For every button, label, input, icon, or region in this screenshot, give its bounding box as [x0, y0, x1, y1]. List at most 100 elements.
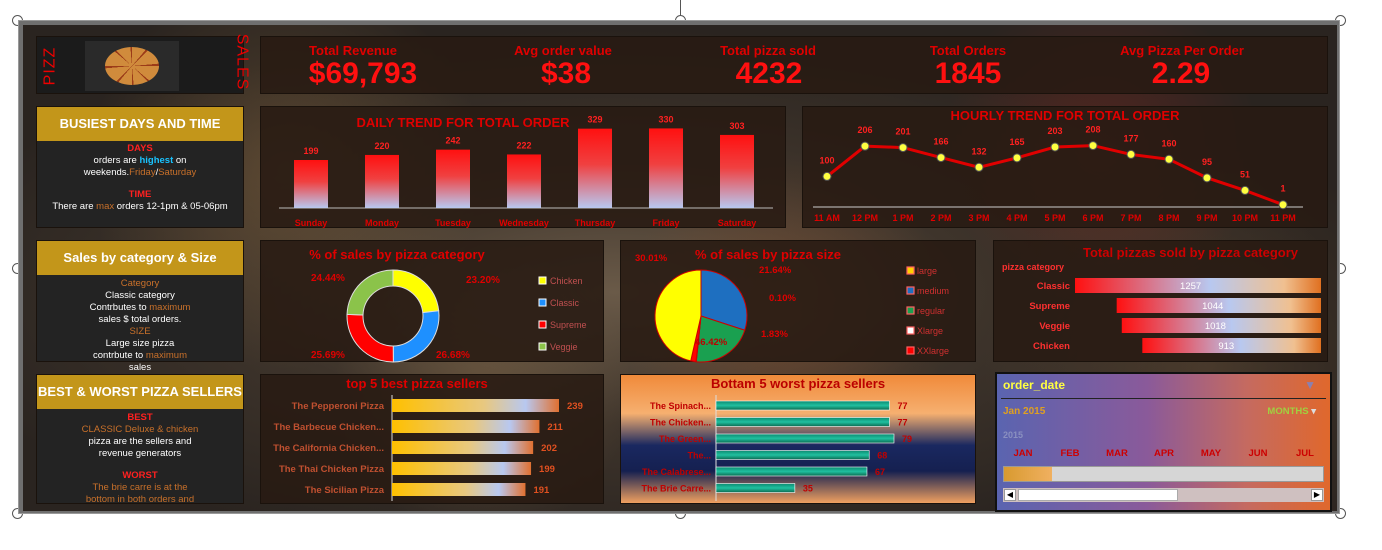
top5-value: 239: [567, 401, 583, 412]
size-legend-swatch: [906, 286, 915, 295]
category-pie-panel: % of sales by pizza category 23.20% Chick…: [260, 240, 604, 363]
daily-data-label: 199: [303, 146, 318, 156]
bottom5-panel: Bottam 5 worst pizza sellers 77 The Spina…: [620, 374, 976, 504]
hourly-tick-label: 11 PM: [1270, 213, 1296, 223]
best-worst-panel: BEST & WORST PIZZA SELLERS BEST CLASSIC …: [36, 374, 244, 505]
category-donut-label: 25.69%: [311, 350, 345, 361]
size-pie-slice: [700, 269, 748, 331]
size-pie-label: 46.42%: [695, 337, 728, 348]
hourly-tick-label: 3 PM: [968, 213, 989, 223]
scroll-right-button[interactable]: ▶: [1311, 489, 1323, 501]
slicer-month-apr[interactable]: APR: [1153, 448, 1175, 459]
category-legend-swatch: [538, 342, 547, 351]
category-bar-title: Total pizzas sold by pizza category: [1082, 245, 1299, 260]
daily-tick-label: Sunday: [295, 218, 328, 228]
daily-bar: [649, 128, 683, 208]
bottom5-value: 67: [875, 467, 885, 477]
top5-label: The California Chicken...: [273, 443, 384, 454]
hourly-point: [860, 141, 870, 151]
hourly-tick-label: 10 PM: [1232, 213, 1258, 223]
scroll-left-button[interactable]: ◀: [1004, 489, 1016, 501]
daily-data-label: 222: [516, 140, 531, 150]
category-bar-value: 913: [1218, 341, 1234, 352]
category-legend-label: Classic: [550, 298, 580, 308]
hourly-data-label: 51: [1240, 169, 1250, 179]
bottom5-label: The Green...: [659, 434, 711, 444]
hourly-line: [826, 144, 1284, 207]
daily-trend-title: DAILY TREND FOR TOTAL ORDER: [356, 115, 570, 130]
slicer-month-jan[interactable]: JAN: [1013, 448, 1033, 459]
category-bar-chart: 1257 Classic 1044 Supreme 1018 Veggie 913 Chick…: [1029, 278, 1321, 353]
daily-data-label: 329: [587, 115, 602, 125]
top5-bar-chart: 239 The Pepperoni Pizza 211 The Barbecue Ch…: [273, 395, 583, 501]
hourly-data-label: 132: [971, 146, 986, 156]
timeline-bar[interactable]: [1003, 466, 1324, 482]
hourly-point: [898, 143, 908, 153]
hourly-trend-chart: 100 11 AM 206 12 PM 201 1 PM 166 2 PM 132 3 PM 165…: [813, 125, 1303, 223]
category-donut-slice: [346, 313, 394, 363]
category-donut-slice: [392, 310, 440, 363]
busiest-panel: BUSIEST DAYS AND TIME DAYS orders are hi…: [36, 106, 244, 228]
top5-bar: [392, 483, 526, 496]
scroll-thumb[interactable]: [1018, 489, 1178, 501]
hourly-data-label: 177: [1123, 133, 1138, 143]
category-bar-label: Veggie: [1039, 321, 1070, 332]
kpi-title-avg-pizza: Avg Pizza Per Order: [1120, 43, 1244, 58]
sales-category-title: Sales by category & Size: [37, 241, 243, 275]
kpi-value-orders: 1845: [934, 57, 1002, 90]
hourly-point: [1240, 185, 1250, 195]
slicer-year-label: 2015: [1003, 430, 1024, 440]
top5-value: 202: [541, 443, 557, 454]
slicer-month-jul[interactable]: JUL: [1296, 448, 1314, 459]
top5-value: 199: [539, 464, 555, 475]
brand-left-text: PIZZ: [41, 46, 59, 86]
category-bar: [1121, 318, 1321, 333]
size-legend-swatch: [906, 266, 915, 275]
hourly-tick-label: 4 PM: [1006, 213, 1027, 223]
slicer-month-feb[interactable]: FEB: [1060, 448, 1080, 459]
hourly-trend-title: HOURLY TREND FOR TOTAL ORDER: [950, 108, 1180, 123]
slicer-period-label: Jan 2015: [1003, 406, 1046, 417]
kpi-value-aov: $38: [540, 57, 592, 90]
slicer-month-mar[interactable]: MAR: [1106, 448, 1128, 459]
busiest-text: DAYS orders are highest on weekends.Frid…: [52, 143, 228, 212]
top5-label: The Sicilian Pizza: [305, 485, 385, 496]
size-pie-title: % of sales by pizza size: [695, 247, 841, 262]
slicer-month-jun[interactable]: JUN: [1248, 448, 1268, 459]
slicer-month-may[interactable]: MAY: [1200, 448, 1222, 459]
bottom5-bar: [715, 400, 890, 411]
category-donut-label: 24.44%: [311, 273, 345, 284]
category-bar-value: 1257: [1180, 281, 1201, 292]
daily-tick-label: Friday: [652, 218, 679, 228]
clear-filter-icon[interactable]: ▼: [1304, 378, 1316, 392]
category-legend-swatch: [538, 320, 547, 329]
daily-tick-label: Monday: [365, 218, 399, 228]
daily-tick-label: Thursday: [575, 218, 616, 228]
bottom5-label: The Brie Carre...: [641, 484, 711, 494]
pizza-image: [85, 41, 179, 91]
size-legend-label: large: [917, 266, 937, 276]
sales-category-text: Category Classic category Contrbutes to …: [89, 278, 191, 373]
category-bar-panel: Total pizzas sold by pizza category pizz…: [993, 240, 1328, 362]
timeline-selection[interactable]: [1004, 467, 1052, 481]
bottom5-bar: [715, 450, 870, 460]
bottom5-value: 68: [877, 451, 887, 461]
top5-value: 211: [547, 422, 563, 433]
order-date-slicer[interactable]: order_date ▼ Jan 2015 MONTHS ▾ 2015 JAN F…: [995, 372, 1332, 512]
hourly-data-label: 95: [1202, 157, 1212, 167]
bottom5-value: 77: [897, 418, 907, 428]
category-legend-swatch: [538, 276, 547, 285]
top5-label: The Barbecue Chicken...: [274, 422, 384, 433]
daily-data-label: 330: [658, 114, 673, 124]
category-bar-label: Chicken: [1033, 341, 1070, 352]
hourly-point: [1164, 154, 1174, 164]
size-pie-slice: [654, 269, 702, 362]
category-donut-slice: [392, 269, 440, 314]
category-bar-value: 1044: [1202, 301, 1223, 312]
bottom5-label: The Calabrese...: [642, 467, 711, 477]
top5-bar: [392, 399, 559, 412]
kpi-value-pizzas: 4232: [735, 57, 803, 90]
slicer-title: order_date: [1003, 378, 1066, 392]
slicer-unit-dropdown[interactable]: MONTHS ▾: [1267, 406, 1316, 417]
timeline-scrollbar[interactable]: ◀ ▶: [1003, 488, 1324, 502]
